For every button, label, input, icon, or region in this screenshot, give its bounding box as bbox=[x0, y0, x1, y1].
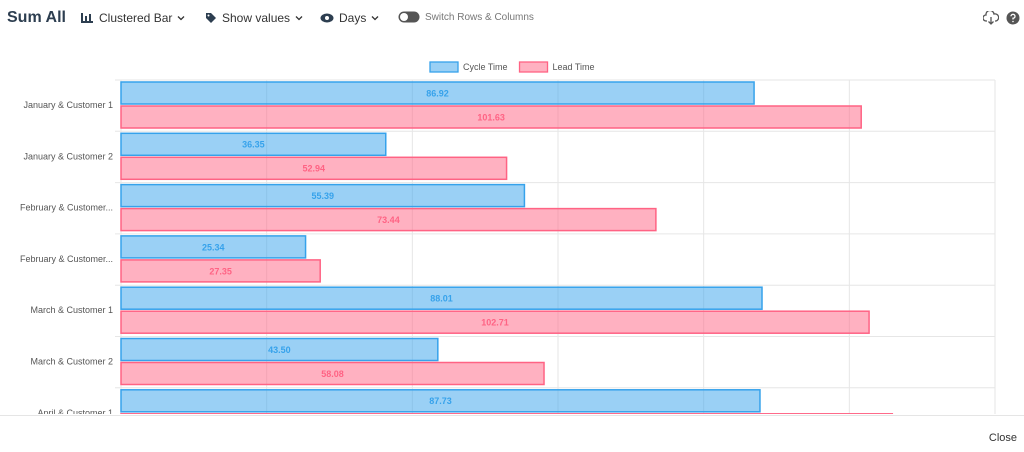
value-label: 87.73 bbox=[429, 396, 452, 406]
value-label: 55.39 bbox=[311, 191, 334, 201]
close-button[interactable]: Close bbox=[989, 432, 1017, 444]
value-label: 27.35 bbox=[209, 266, 232, 276]
y-tick-label: February & Customer... bbox=[20, 203, 113, 213]
chart: Cycle Time Lead Time January & Customer 1 J… bbox=[0, 0, 1024, 414]
y-tick-label: March & Customer 1 bbox=[30, 305, 113, 315]
legend-label: Lead Time bbox=[553, 62, 595, 72]
value-label: 88.01 bbox=[430, 294, 453, 304]
footer: Close bbox=[0, 415, 1024, 452]
value-label: 43.50 bbox=[268, 345, 291, 355]
legend-label: Cycle Time bbox=[463, 62, 508, 72]
legend-swatch bbox=[520, 62, 548, 72]
value-label: 25.34 bbox=[202, 242, 225, 252]
value-label: 58.08 bbox=[321, 369, 344, 379]
value-label: 73.44 bbox=[377, 215, 400, 225]
value-label: 101.63 bbox=[477, 112, 505, 122]
y-tick-label: April & Customer 1 bbox=[37, 408, 113, 414]
value-label: 52.94 bbox=[303, 164, 326, 174]
y-tick-label: March & Customer 2 bbox=[30, 357, 113, 367]
value-label: 36.35 bbox=[242, 140, 265, 150]
y-tick-label: January & Customer 2 bbox=[23, 151, 113, 161]
y-tick-label: February & Customer... bbox=[20, 254, 113, 264]
value-label: 102.71 bbox=[481, 318, 509, 328]
value-label: 86.92 bbox=[426, 88, 449, 98]
y-tick-label: January & Customer 1 bbox=[23, 100, 113, 110]
legend-swatch bbox=[430, 62, 458, 72]
